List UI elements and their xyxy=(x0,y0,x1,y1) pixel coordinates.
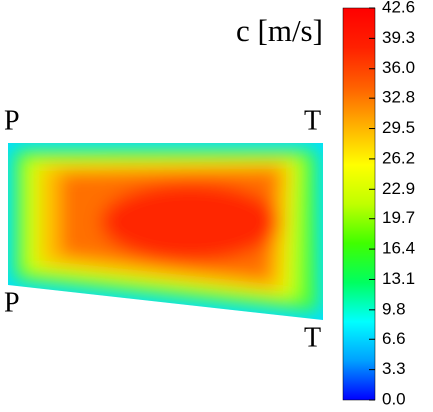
colorbar-tick-label: 39.3 xyxy=(382,28,415,47)
annotation: T xyxy=(304,322,321,353)
colorbar-tick-label: 42.6 xyxy=(382,0,415,16)
colorbar-tick-label: 19.7 xyxy=(382,208,415,227)
colorbar-tick-label: 22.9 xyxy=(382,179,415,198)
colorbar-tick-label: 3.3 xyxy=(382,359,406,378)
annotation: P xyxy=(4,105,20,136)
annotation: P xyxy=(4,287,20,318)
contour-field xyxy=(8,143,323,320)
colorbar-tick-label: 6.6 xyxy=(382,329,406,348)
colorbar-tick-label: 32.8 xyxy=(382,88,415,107)
colorbar-tick-label: 26.2 xyxy=(382,148,415,167)
colorbar-tick-label: 0.0 xyxy=(382,389,406,408)
colorbar-tick-label: 13.1 xyxy=(382,269,415,288)
colorbar-tick-label: 9.8 xyxy=(382,299,406,318)
colorbar-tick-label: 16.4 xyxy=(382,239,415,258)
colorbar-tick-label: 36.0 xyxy=(382,58,415,77)
chart-title: c [m/s] xyxy=(236,13,323,48)
annotation: T xyxy=(304,105,321,136)
colorbar-tick-label: 29.5 xyxy=(382,118,415,137)
colorbar xyxy=(342,7,376,401)
